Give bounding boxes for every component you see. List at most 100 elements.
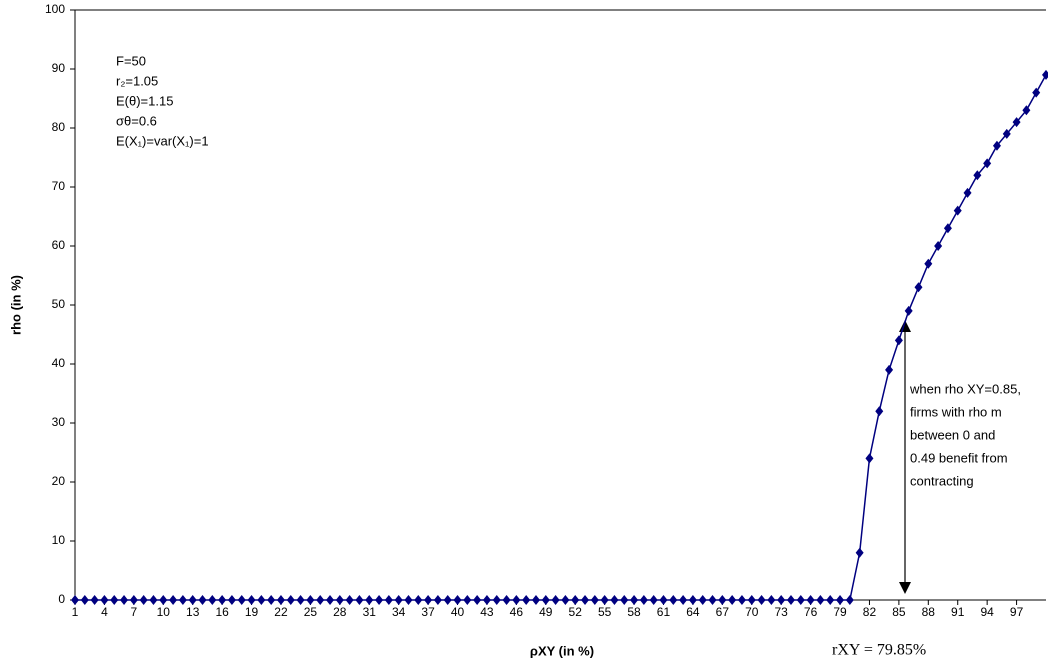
point xyxy=(267,595,276,605)
x-tick-label: 73 xyxy=(775,605,789,619)
point xyxy=(443,595,452,605)
point xyxy=(904,305,913,316)
point xyxy=(816,595,825,605)
point xyxy=(384,595,393,605)
point xyxy=(326,595,335,605)
point xyxy=(227,595,236,605)
point xyxy=(943,223,952,234)
point xyxy=(90,595,99,605)
annotation: contracting xyxy=(910,473,974,488)
y-tick-label: 10 xyxy=(52,533,66,547)
x-tick-label: 40 xyxy=(451,605,465,619)
x-tick-label: 25 xyxy=(304,605,318,619)
point xyxy=(247,595,256,605)
x-tick-label: 85 xyxy=(892,605,906,619)
point xyxy=(934,241,943,251)
x-tick-label: 49 xyxy=(539,605,553,619)
parameter: σθ=0.6 xyxy=(116,113,157,128)
y-tick-label: 20 xyxy=(52,474,66,488)
point xyxy=(796,595,805,605)
point xyxy=(1032,87,1041,98)
y-tick-label: 40 xyxy=(52,356,66,370)
x-tick-label: 7 xyxy=(131,605,138,619)
x-tick-label: 43 xyxy=(480,605,494,619)
point xyxy=(335,595,344,605)
point xyxy=(129,595,138,605)
y-axis-label: rho (in %) xyxy=(8,275,23,335)
y-tick-label: 50 xyxy=(52,297,66,311)
point xyxy=(767,595,776,605)
x-tick-label: 22 xyxy=(274,605,288,619)
x-tick-label: 37 xyxy=(421,605,435,619)
point xyxy=(963,187,972,198)
x-tick-label: 97 xyxy=(1010,605,1024,619)
x-tick-label: 55 xyxy=(598,605,612,619)
parameter: r₂=1.05 xyxy=(116,73,158,88)
y-tick-label: 100 xyxy=(45,2,65,16)
point xyxy=(826,595,835,605)
point xyxy=(757,595,766,605)
point xyxy=(414,595,423,605)
point xyxy=(659,595,668,605)
x-tick-label: 13 xyxy=(186,605,200,619)
x-tick-label: 1 xyxy=(72,605,79,619)
point xyxy=(806,595,815,605)
point xyxy=(747,595,756,605)
x-tick-label: 82 xyxy=(863,605,877,619)
point xyxy=(365,595,374,605)
y-tick-label: 70 xyxy=(52,179,66,193)
point xyxy=(1002,128,1011,139)
x-tick-label: 34 xyxy=(392,605,406,619)
point xyxy=(139,595,148,605)
point xyxy=(149,595,158,605)
point xyxy=(316,595,325,605)
point xyxy=(865,453,874,464)
point xyxy=(973,170,982,181)
point xyxy=(953,205,962,216)
point xyxy=(855,547,864,558)
point xyxy=(355,595,364,605)
point xyxy=(845,595,854,605)
annotation: 0.49 benefit from xyxy=(910,450,1008,465)
point xyxy=(708,595,717,605)
point xyxy=(590,595,599,605)
y-tick-label: 90 xyxy=(52,61,66,75)
point xyxy=(473,595,482,605)
x-tick-label: 28 xyxy=(333,605,347,619)
point xyxy=(169,595,178,605)
point xyxy=(679,595,688,605)
point xyxy=(433,595,442,605)
point xyxy=(424,595,433,605)
point xyxy=(110,595,119,605)
x-tick-label: 91 xyxy=(951,605,965,619)
point xyxy=(71,595,79,605)
point xyxy=(836,595,845,605)
x-tick-label: 76 xyxy=(804,605,818,619)
point xyxy=(482,595,491,605)
point xyxy=(718,595,727,605)
point xyxy=(630,595,639,605)
point xyxy=(198,595,207,605)
point xyxy=(512,595,521,605)
x-tick-label: 67 xyxy=(716,605,730,619)
point xyxy=(600,595,609,605)
x-tick-label: 46 xyxy=(510,605,524,619)
point xyxy=(502,595,511,605)
point xyxy=(914,282,923,293)
point xyxy=(404,595,413,605)
point xyxy=(541,595,550,605)
point xyxy=(1042,69,1048,80)
point xyxy=(620,595,629,605)
point xyxy=(885,364,894,375)
parameter: F=50 xyxy=(116,53,146,68)
point xyxy=(688,595,697,605)
point xyxy=(522,595,531,605)
annotation: when rho XY=0.85, xyxy=(909,381,1021,396)
point xyxy=(188,595,197,605)
point xyxy=(924,258,933,269)
point xyxy=(649,595,658,605)
x-tick-label: 52 xyxy=(569,605,583,619)
x-tick-label: 10 xyxy=(157,605,171,619)
x-tick-label: 94 xyxy=(980,605,994,619)
